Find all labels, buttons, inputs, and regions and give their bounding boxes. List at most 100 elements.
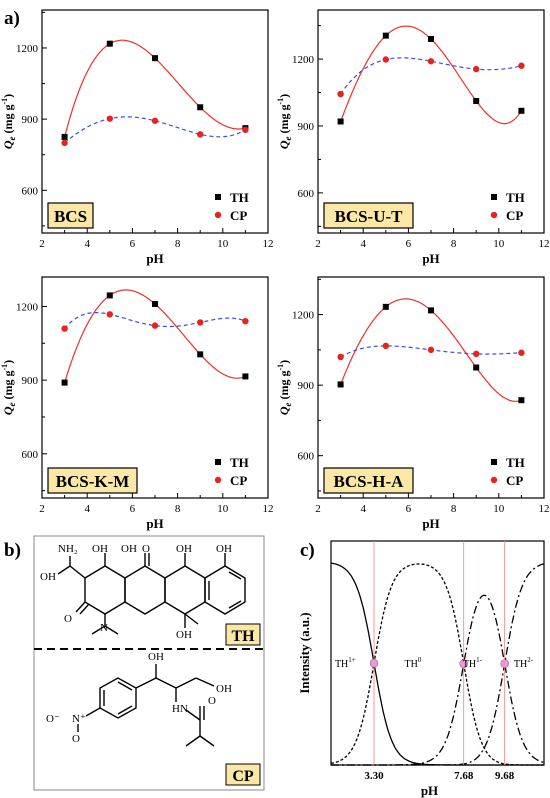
y-label-unit: (mg g	[1, 105, 15, 137]
curve-th-dianion	[331, 563, 545, 766]
y-label-sup: -1	[0, 98, 9, 105]
cp-atom-labels: OH OH O⁻ N⁺ O HN O	[46, 651, 232, 745]
th-n: N	[100, 622, 108, 634]
th-label: TH	[231, 628, 255, 645]
data-point-cp	[337, 90, 344, 98]
y-tick-label: 600	[298, 188, 315, 200]
x-tick-label: 3.30	[364, 770, 384, 782]
data-point-th	[337, 381, 344, 388]
panel-b-structures: NH₂ OH OH O OH OH OH O O N OH TH	[33, 535, 265, 791]
data-point-cp	[382, 342, 389, 350]
y-axis-label: Intensity (a.u.)	[297, 612, 312, 693]
chart-bcs-u-t: 2 4 6 8 10 12 600 900 1200 pH Qe (mg g-1) TH CP BCS-U…	[276, 9, 550, 266]
y-label-q: Q	[277, 406, 291, 415]
data-point-cp	[197, 131, 204, 138]
chart-bcs-k-m: 2 4 6 8 10 12 600 900 1200 pH Qe (mg g-1) TH CP BCS-K…	[0, 276, 274, 531]
th-oh-4: OH	[216, 543, 232, 555]
th-oh-5: OH	[40, 571, 56, 583]
y-label-unit: (mg g	[1, 371, 15, 403]
th-nh2: NH₂	[58, 543, 78, 555]
panel-label-a: a)	[4, 8, 20, 29]
x-tick-label: 12	[263, 503, 274, 515]
cp-label: CP	[232, 768, 254, 785]
y-label-end: )	[277, 360, 291, 364]
data-point-th	[473, 97, 480, 104]
sample-label-box	[47, 467, 138, 494]
legend-label-cp: CP	[230, 208, 247, 223]
cp-molecule	[85, 664, 215, 747]
sample-label: BCS-H-A	[334, 472, 405, 491]
structure-frame	[33, 535, 265, 791]
x-tick-label: 8	[451, 238, 457, 250]
data-point-th	[518, 397, 525, 404]
sample-label-box	[323, 202, 414, 229]
y-tick-label: 1200	[16, 43, 39, 55]
x-tick-label: 4	[84, 238, 90, 250]
data-point-cp	[106, 311, 114, 318]
species-label: TH2-	[514, 656, 534, 670]
x-tick-label: 2	[315, 503, 321, 515]
y-axis-label: Qe (mg g-1)	[276, 94, 293, 149]
x-tick-label: 4	[84, 503, 90, 515]
legend-label-th: TH	[230, 190, 249, 205]
legend-marker-cp	[490, 476, 498, 484]
data-point-th	[382, 32, 389, 39]
th-oh-1: OH	[92, 543, 108, 555]
x-tick-label: 2	[39, 238, 45, 250]
sample-label: BCS-U-T	[334, 207, 403, 226]
legend-label-cp: CP	[506, 473, 523, 488]
data-point-cp	[473, 350, 480, 358]
data-point-th	[382, 303, 389, 310]
pka-marker	[500, 659, 509, 668]
species-base: TH	[463, 659, 476, 670]
cp-o-amide: O	[208, 695, 216, 707]
data-point-th	[106, 292, 113, 299]
th-atom-labels: NH₂ OH OH O OH OH OH O O N OH	[40, 543, 232, 641]
legend-label-cp: CP	[506, 208, 523, 223]
y-label-sub: e	[7, 403, 17, 407]
legend-label-th: TH	[506, 190, 525, 205]
x-axis-label: pH	[422, 251, 439, 266]
data-point-cp	[242, 126, 249, 134]
x-tick-label: 8	[175, 238, 181, 250]
legend-marker-th	[215, 459, 221, 465]
x-tick-label: 7.68	[454, 770, 474, 782]
x-tick-label: 10	[493, 503, 505, 515]
data-point-th	[197, 351, 204, 358]
th-oh-6: OH	[176, 629, 192, 641]
legend-label-th: TH	[506, 455, 525, 470]
x-tick-label: 8	[175, 503, 181, 515]
x-axis-label: pH	[421, 783, 438, 798]
chart-bcs: 2 4 6 8 10 12 600 900 1200 pH Qe (mg g-1) TH CP BCS	[0, 9, 274, 266]
data-point-cp	[382, 56, 389, 63]
sample-label: BCS	[54, 207, 87, 226]
x-axis-label: pH	[146, 251, 163, 266]
sample-label-box	[47, 202, 94, 229]
data-point-cp	[197, 319, 204, 326]
legend-marker-th	[215, 194, 221, 200]
x-tick-label: 12	[263, 238, 274, 250]
y-tick-label: 600	[298, 451, 315, 463]
pka-marker	[369, 658, 379, 668]
y-tick-label: 600	[22, 185, 39, 197]
y-label-end: )	[277, 94, 291, 98]
x-axis-label: pH	[146, 516, 163, 531]
legend-marker-th	[491, 459, 497, 465]
y-tick-label: 900	[298, 121, 315, 133]
fit-curve-cp	[64, 311, 246, 329]
species-charge: 1+	[348, 656, 356, 664]
y-label-sup: -1	[276, 98, 285, 105]
x-tick-label: 4	[360, 503, 366, 515]
x-tick-label: 10	[217, 503, 229, 515]
data-point-cp	[151, 322, 159, 329]
y-label-unit: (mg g	[277, 371, 291, 403]
data-point-cp	[61, 325, 68, 332]
y-tick-label: 600	[22, 449, 39, 461]
data-point-cp	[473, 65, 480, 73]
data-point-th	[61, 379, 68, 386]
sample-label-box	[323, 467, 414, 494]
x-tick-label: 12	[539, 238, 550, 250]
data-point-cp	[427, 346, 435, 354]
